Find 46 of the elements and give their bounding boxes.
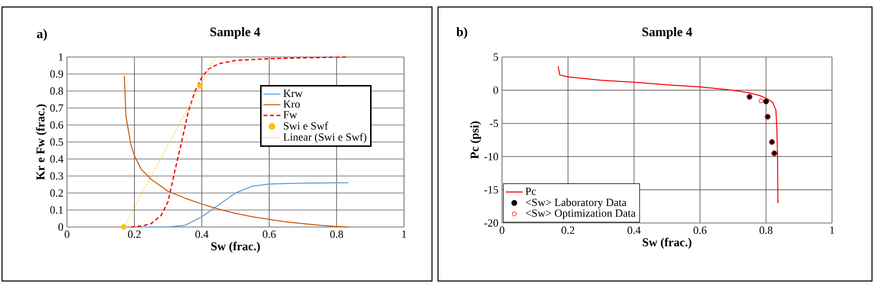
x-tick-label: 0.6 (262, 230, 276, 238)
y-tick-label: 0.1 (50, 206, 63, 214)
y-axis-title: Kr e Fw (frac.) (36, 104, 47, 180)
chart-title: Sample 4 (642, 27, 692, 39)
x-axis-title: Sw (frac.) (211, 242, 260, 253)
x-tick-label: 0.4 (195, 230, 208, 238)
y-tick-label: -10 (484, 152, 498, 160)
x-tick-label: 0.2 (128, 230, 141, 238)
x-tick-label: 1 (402, 230, 406, 238)
x-tick-label: 1 (830, 226, 834, 234)
x-tick-label: 0.6 (694, 226, 707, 234)
y-tick-label: 0 (493, 86, 498, 94)
y-tick-label: 5 (494, 53, 498, 61)
legend-label: Pc (526, 188, 536, 195)
legend-label: Kro (283, 100, 300, 108)
y-tick-label: 0.2 (50, 189, 63, 197)
y-tick-label: -20 (484, 219, 498, 227)
y-tick-label: -15 (484, 186, 498, 194)
point (758, 98, 764, 104)
legend-label: <Sw> Optimization Data (526, 209, 636, 220)
point (763, 98, 769, 104)
text: a) (37, 29, 47, 41)
y-tick-label: 0.3 (50, 172, 64, 180)
y-tick-label: -5 (490, 120, 498, 128)
y-tick-label: 0.8 (50, 87, 64, 95)
x-tick-label: 0.8 (760, 226, 772, 234)
y-axis-title: Pc (psi) (470, 121, 482, 159)
chart-title: Sample 4 (210, 27, 260, 39)
y-tick-label: 0.5 (50, 138, 64, 146)
legend-label: <Sw> Laboratory Data (526, 198, 626, 208)
y-tick-label: 0.7 (50, 104, 64, 112)
x-axis-title: Sw (frac.) (642, 238, 692, 249)
y-tick-label: 0.4 (50, 155, 64, 163)
legend-label: Fw (283, 111, 298, 118)
legend-label: Swi e Swf (284, 122, 328, 130)
y-tick-label: 0.9 (50, 70, 64, 78)
x-tick-label: 0.2 (562, 226, 574, 234)
x-tick-label: 0.8 (330, 230, 344, 238)
text: b) (456, 27, 468, 39)
x-tick-label: 0.4 (628, 226, 641, 234)
x-tick-label: 0 (500, 226, 504, 234)
y-tick-label: 1 (58, 53, 63, 61)
legend-label: Linear (Swi e Swf) (283, 132, 366, 144)
y-tick-label: 0.6 (50, 121, 64, 129)
legend-label: Krw (283, 90, 303, 98)
x-tick-label: 0 (64, 230, 70, 238)
